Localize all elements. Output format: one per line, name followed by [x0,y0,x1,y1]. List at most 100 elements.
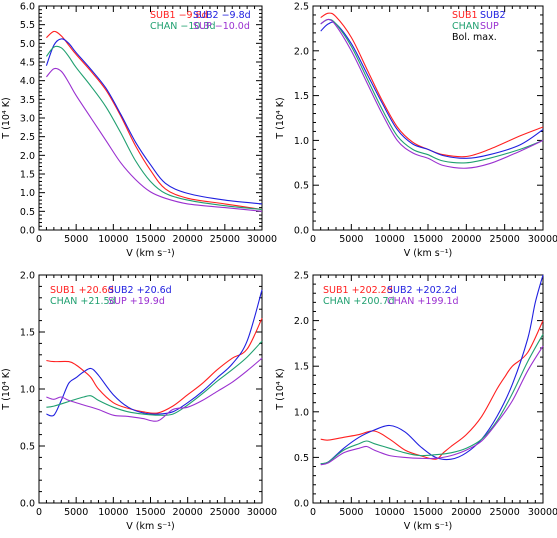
series-line-4 [46,357,263,422]
x-tick-label: 25000 [210,234,240,245]
legend-entry: SUB2 +202.2d [387,285,457,296]
legend-entry: CHAN [452,21,479,32]
y-tick-label: 1.5 [20,328,35,339]
y-tick-label: 2.0 [20,151,35,162]
legend-entry: SUB2 +20.6d [108,285,172,296]
y-tick-label: 1.5 [20,170,35,181]
y-tick-label: 0.5 [294,453,309,464]
series-line-1 [46,318,263,414]
x-tick-label: 30000 [528,507,557,518]
y-tick-label: 5.5 [20,20,35,31]
legend-entry: SUB2 [480,10,506,21]
x-tick-label: 30000 [528,234,557,245]
x-tick-label: 15000 [135,507,165,518]
legend-entry: SUB1 −9.8d [150,10,208,21]
y-axis-label: T (10⁴ K) [275,97,286,139]
chart-panel-1: 0 5000 10000 15000 20000 25000 30000 0.0 0.5 1.0 1… [1,2,277,260]
x-tick-label: 15000 [135,234,165,245]
x-tick-label: 0 [310,234,316,245]
legend-entry: CHAN +199.1d [387,296,459,307]
x-axis-label: V (km s⁻¹) [126,248,174,259]
legend-entry: SUB1 [452,10,478,21]
y-tick-label: 0.5 [20,442,35,453]
x-tick-label: 0 [36,234,42,245]
chart-panel-3: 0 5000 10000 15000 20000 25000 30000 0.0 0.5 1.0 1… [1,271,277,533]
x-tick-label: 0 [310,507,316,518]
y-tick-label: 1.0 [20,188,35,199]
y-tick-label: 1.5 [294,362,309,373]
legend-entry: SUP −10.0d [193,21,250,32]
x-axis-label: V (km s⁻¹) [404,521,452,532]
y-tick-label: 3.5 [20,95,35,106]
x-tick-label: 20000 [173,234,203,245]
chart-panel-4: 0 5000 10000 15000 20000 25000 30000 0.0 0.5 1.0 1… [275,271,557,533]
x-tick-label: 25000 [490,234,520,245]
y-tick-label: 0.0 [20,499,35,510]
x-tick-label: 20000 [451,507,481,518]
x-tick-label: 10000 [98,234,128,245]
legend-entry: Bol. max. [452,32,497,43]
legend-entry: SUP [480,21,499,32]
series-line-3 [320,334,544,465]
y-tick-label: 6.0 [20,2,35,13]
x-tick-label: 10000 [98,507,128,518]
series-line-3 [320,18,544,164]
y-axis-label: T (10⁴ K) [1,97,12,139]
x-axis-label: V (km s⁻¹) [126,521,174,532]
y-tick-label: 0.5 [20,207,35,218]
series-line-1 [46,30,263,211]
axes-frame [312,274,544,504]
x-tick-label: 5000 [339,234,363,245]
series-line-3 [45,45,263,211]
x-tick-label: 5000 [64,234,88,245]
y-tick-label: 0.5 [294,181,309,192]
x-tick-label: 15000 [413,507,443,518]
y-tick-label: 0.0 [294,226,309,237]
y-tick-label: 2.5 [20,132,35,143]
y-tick-label: 2.5 [294,271,309,282]
y-tick-label: 5.0 [20,39,35,50]
chart-panel-2: 0 5000 10000 15000 20000 25000 30000 0.0 0.5 1.0 1… [275,2,557,260]
x-tick-label: 20000 [173,507,203,518]
x-tick-label: 0 [36,507,42,518]
y-tick-label: 2.0 [20,271,35,282]
x-tick-label: 15000 [413,234,443,245]
series-line-2 [45,38,263,205]
series-line-2 [46,289,263,417]
y-tick-label: 2.0 [294,316,309,327]
y-tick-label: 4.5 [20,58,35,69]
series-line-1 [320,12,544,158]
x-tick-label: 5000 [64,507,88,518]
legend-entry: CHAN +200.7d [323,296,395,307]
y-tick-label: 1.0 [20,385,35,396]
series-line-2 [320,274,544,465]
y-tick-label: 2.5 [294,2,309,13]
axes-frame [38,274,263,504]
legend-entry: SUB1 +20.6d [50,285,114,296]
y-tick-label: 0.0 [294,499,309,510]
x-tick-label: 20000 [451,234,481,245]
y-tick-label: 1.0 [294,407,309,418]
legend-entry: SUP +19.9d [108,296,165,307]
x-tick-label: 30000 [247,507,277,518]
x-tick-label: 30000 [247,234,277,245]
x-tick-label: 25000 [210,507,240,518]
series-line-4 [45,67,263,212]
y-tick-label: 4.0 [20,76,35,87]
legend-entry: CHAN −10.3d [150,21,216,32]
legend-entry: SUB2 −9.8d [193,10,251,21]
legend-entry: SUB1 +202.2d [323,285,393,296]
x-axis-label: V (km s⁻¹) [404,248,452,259]
x-tick-label: 5000 [339,507,363,518]
series-line-4 [320,345,544,466]
y-tick-label: 3.0 [20,114,35,125]
axes-frame [38,5,263,231]
y-axis-label: T (10⁴ K) [275,368,286,410]
y-tick-label: 0.0 [20,226,35,237]
y-tick-label: 1.0 [294,136,309,147]
legend-entry: CHAN +21.5d [50,296,116,307]
series-line-4 [320,18,544,169]
y-axis-label: T (10⁴ K) [1,368,12,410]
x-tick-label: 10000 [375,507,405,518]
